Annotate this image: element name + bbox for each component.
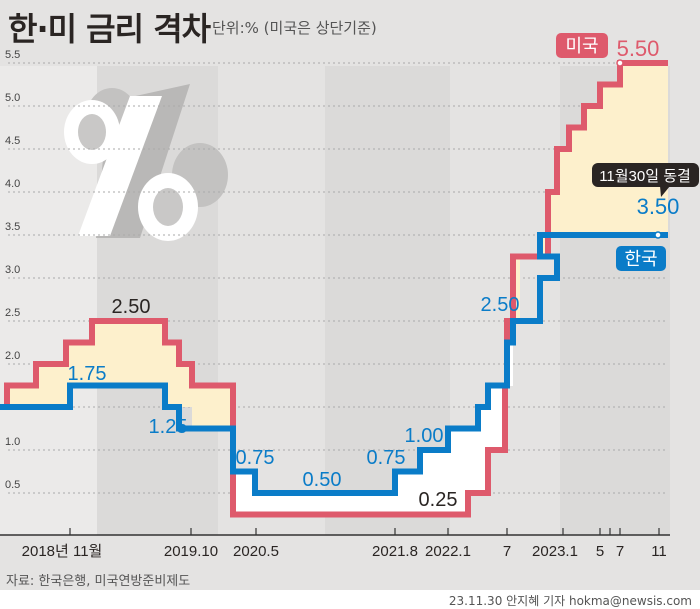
- korea-badge: [616, 246, 666, 271]
- us-2021-label: 0.25: [419, 489, 458, 511]
- y-tick-label: 1.0: [5, 436, 20, 448]
- korea-2020a-label: 0.75: [236, 447, 275, 469]
- gap-fill-2023: [513, 63, 668, 320]
- korea-2021b-label: 1.00: [405, 425, 444, 447]
- korea-latest-label: 3.50: [637, 194, 680, 219]
- us-badge: [556, 33, 608, 58]
- source-note: 자료: 한국은행, 미국연방준비제도: [6, 574, 191, 589]
- freeze-callout-pointer: [660, 186, 670, 197]
- us-latest-label: 5.50: [617, 36, 660, 61]
- percent-3d-icon: [64, 84, 228, 241]
- y-tick-label: 4.5: [5, 135, 20, 147]
- korea-2018-label: 1.75: [68, 363, 107, 385]
- gap-fill-2020-white: [233, 321, 513, 515]
- chart-title: 한·미 금리 격차: [8, 10, 211, 48]
- korea-2022-label: 2.50: [481, 294, 520, 316]
- korea-rate-line: [0, 232, 668, 496]
- x-tick-label: 2019.10: [164, 543, 218, 560]
- x-tick-label: 11: [651, 543, 667, 560]
- y-tick-label: 5.0: [5, 92, 20, 104]
- credit-line: 23.11.30 안지혜 기자 hokma@newsis.com: [448, 594, 692, 608]
- percent-bottom-hole: [153, 188, 183, 226]
- percent-slash: [78, 96, 162, 236]
- x-tick-label: 5: [596, 543, 604, 560]
- y-tick-label: 3.5: [5, 221, 20, 233]
- y-tick-label: 4.0: [5, 178, 20, 190]
- x-tick-label: 2018년 11월: [22, 543, 103, 560]
- rate-gap-chart: 0.5 1.0 2.0 2.5 3.0 3.5 4.0 4.5 5.0 5.5 2018년 11월 2…: [0, 33, 699, 560]
- us-2018-peak-label: 2.50: [112, 296, 151, 318]
- y-tick-label: 2.0: [5, 350, 20, 362]
- y-tick-label: 3.0: [5, 264, 20, 276]
- korea-2020b-label: 0.50: [303, 469, 342, 491]
- freeze-callout-box: [592, 163, 699, 187]
- x-tick-label: 2021.8: [372, 543, 418, 560]
- x-tick-label: 2022.1: [425, 543, 471, 560]
- x-tick-label: 2020.5: [233, 543, 279, 560]
- us-latest-marker: [616, 59, 624, 67]
- gap-fill-2018: [5, 321, 231, 428]
- percent-top-hole: [78, 114, 106, 150]
- unit-note: 단위:% (미국은 상단기준): [212, 19, 377, 37]
- y-tick-label: 0.5: [5, 479, 20, 491]
- korea-badge-label: 한국: [624, 249, 657, 269]
- korea-2019-label: 1.25: [149, 416, 188, 438]
- freeze-callout-label: 11월30일 동결: [599, 168, 691, 185]
- x-tick-label: 2023.1: [532, 543, 578, 560]
- us-rate-line: [0, 60, 668, 518]
- korea-latest-marker: [654, 231, 662, 239]
- x-tick-label: 7: [503, 543, 511, 560]
- y-tick-label: 2.5: [5, 307, 20, 319]
- y-tick-label: 5.5: [5, 49, 20, 61]
- x-tick-label: 7: [616, 543, 624, 560]
- us-badge-label: 미국: [565, 36, 598, 56]
- korea-2021a-label: 0.75: [367, 447, 406, 469]
